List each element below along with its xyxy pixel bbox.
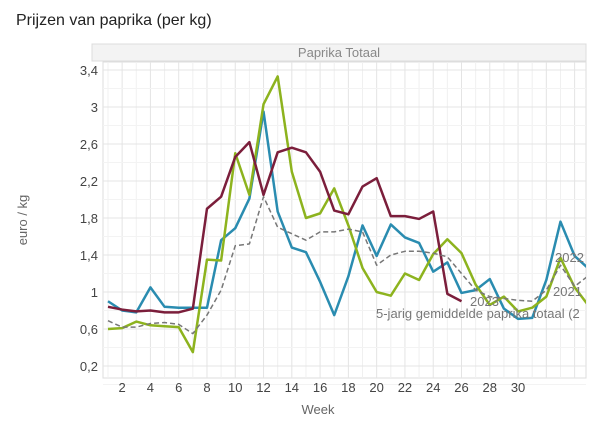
x-tick-label: 28: [483, 380, 497, 395]
panel-strip: [91, 43, 587, 62]
grid: [102, 61, 587, 385]
series-label: 2022: [555, 250, 584, 265]
y-tick-label: 1,8: [80, 211, 98, 226]
x-tick-label: 24: [426, 380, 440, 395]
x-tick-label: 8: [203, 380, 210, 395]
y-tick-label: 1: [91, 285, 98, 300]
y-axis: 0,2 0,6 1 1,4 1,8 2,2 2,6 3 3,4: [80, 63, 98, 374]
y-tick-label: 0,2: [80, 359, 98, 374]
x-tick-label: 2: [119, 380, 126, 395]
y-tick-label: 0,6: [80, 322, 98, 337]
x-axis: 2 4 6 8 10 12 14 16 18 20 22 24 26 28 30: [119, 380, 526, 395]
x-tick-label: 4: [147, 380, 154, 395]
series-line-2021: [107, 75, 586, 354]
series-line-5-jarig: [107, 195, 586, 335]
x-tick-label: 10: [228, 380, 242, 395]
y-tick-label: 3: [91, 100, 98, 115]
y-tick-label: 1,4: [80, 248, 98, 263]
x-tick-label: 30: [511, 380, 525, 395]
series-lines: [107, 75, 586, 354]
x-tick-label: 20: [369, 380, 383, 395]
x-tick-label: 18: [341, 380, 355, 395]
x-tick-label: 22: [398, 380, 412, 395]
plot-area: [102, 61, 587, 379]
series-label: 2023: [470, 294, 499, 309]
series-label: 5-jarig gemiddelde paprika totaal (2: [376, 306, 580, 321]
series-label: 2021: [553, 284, 582, 299]
panel-title: Paprika Totaal: [298, 45, 380, 60]
series-line-2023: [107, 140, 463, 314]
x-tick-label: 14: [285, 380, 299, 395]
y-tick-label: 2,2: [80, 174, 98, 189]
series-line-2022: [107, 110, 586, 321]
y-tick-label: 3,4: [80, 63, 98, 78]
x-axis-label: Week: [302, 402, 335, 417]
chart-title: Prijzen van paprika (per kg): [16, 12, 212, 29]
x-tick-label: 26: [454, 380, 468, 395]
x-tick-label: 6: [175, 380, 182, 395]
x-tick-label: 16: [313, 380, 327, 395]
x-tick-label: 12: [256, 380, 270, 395]
y-tick-label: 2,6: [80, 137, 98, 152]
y-axis-label: euro / kg: [15, 195, 30, 246]
